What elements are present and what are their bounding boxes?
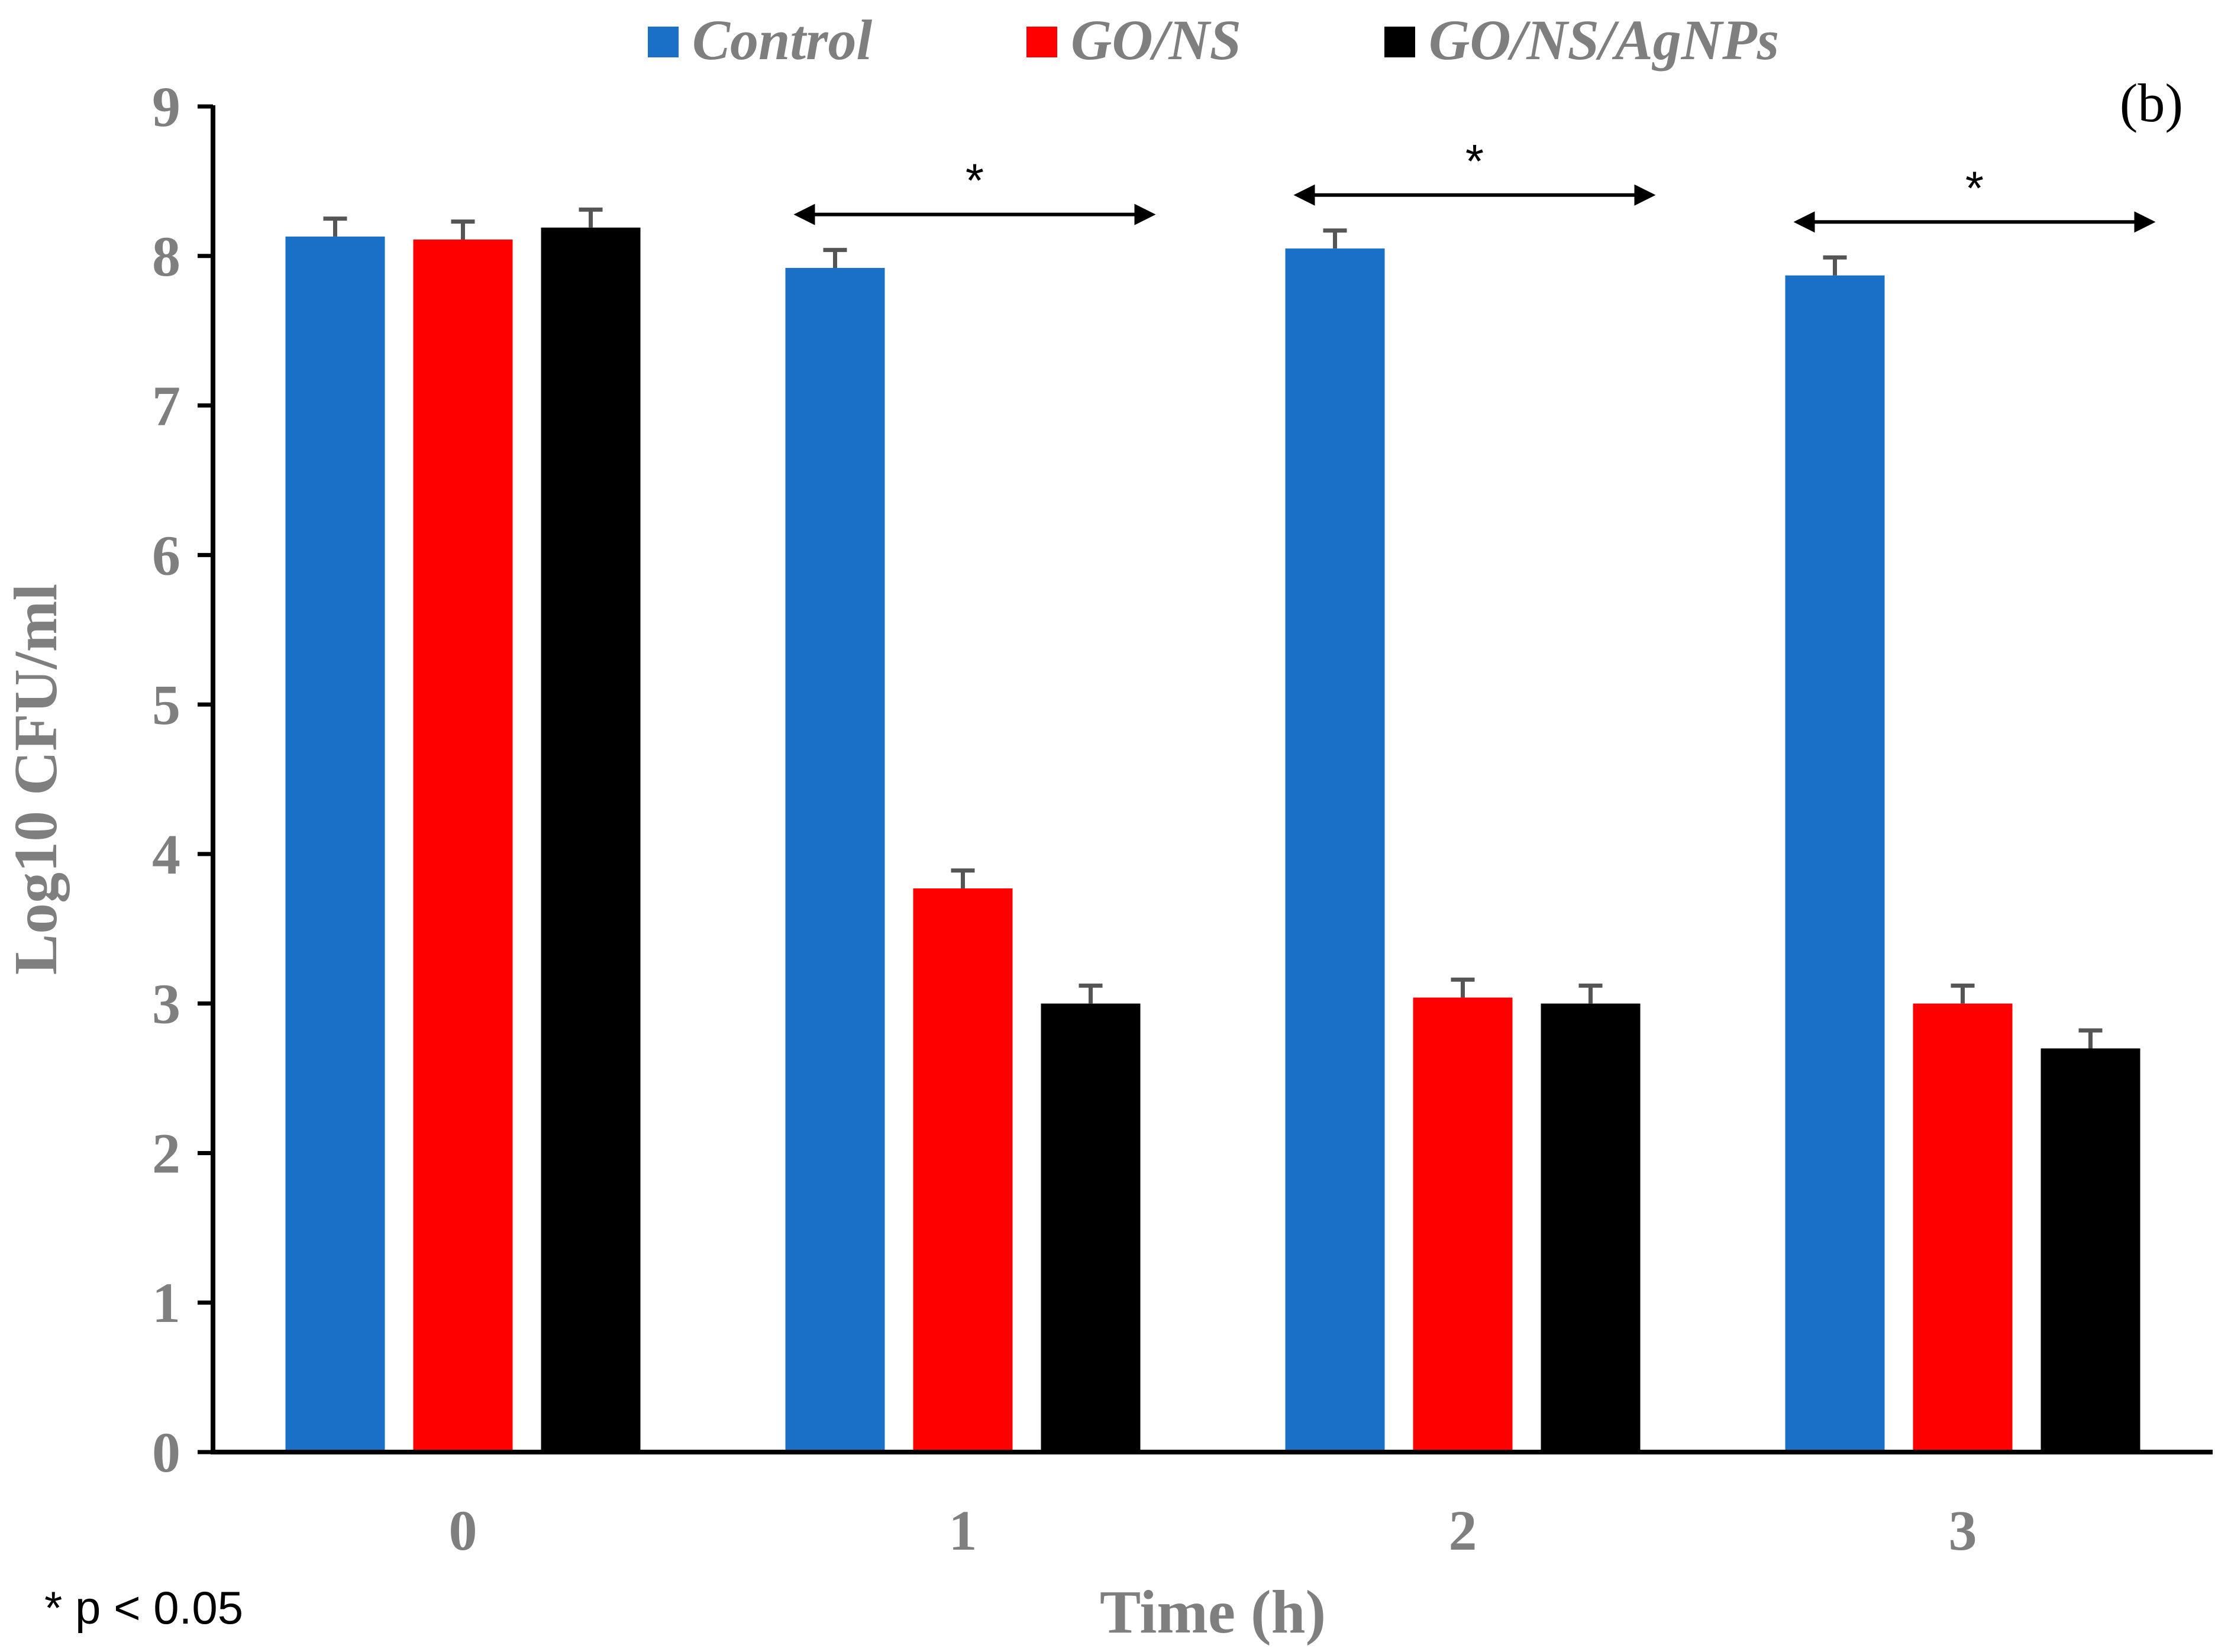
x-tick-label: 1	[949, 1499, 977, 1562]
bar	[285, 236, 385, 1452]
bar	[1285, 248, 1385, 1452]
y-tick-label: 4	[152, 823, 180, 886]
legend-label: GO/NS	[1071, 8, 1241, 72]
y-tick-label: 9	[152, 75, 180, 138]
significance-markers: * * *	[793, 135, 2156, 233]
bar	[1413, 997, 1513, 1452]
bar	[785, 268, 885, 1452]
y-tick-label: 1	[152, 1271, 180, 1334]
bar	[1785, 275, 1885, 1452]
panel-label: (b)	[2120, 73, 2183, 133]
y-tick-label: 5	[152, 673, 180, 736]
y-tick-label: 2	[152, 1121, 180, 1185]
bar	[1913, 1003, 2013, 1452]
bar	[1041, 1003, 1141, 1452]
legend-swatch	[648, 27, 679, 57]
y-tick-label: 3	[152, 972, 180, 1036]
legend-label: Control	[692, 8, 872, 72]
y-axis-title: Log10 CFU/ml	[2, 584, 70, 975]
bar	[413, 239, 513, 1453]
bar	[541, 227, 641, 1452]
legend-swatch	[1384, 27, 1415, 57]
y-axis-ticks: 0 1 2 3 4 5 6 7 8 9	[152, 75, 213, 1484]
footnote: * p < 0.05	[44, 1582, 243, 1634]
x-axis-tick-labels: 0 1 2 3	[449, 1499, 1977, 1562]
legend: Control GO/NS GO/NS/AgNPs	[648, 8, 1779, 72]
significance-star: *	[1965, 161, 1984, 214]
y-tick-label: 8	[152, 225, 180, 288]
error-bars	[323, 207, 2103, 1049]
bar	[2040, 1048, 2140, 1452]
bar	[1541, 1003, 1641, 1452]
legend-label: GO/NS/AgNPs	[1429, 8, 1779, 72]
x-axis-title: Time (h)	[1100, 1578, 1326, 1646]
bars	[285, 227, 2140, 1453]
y-tick-label: 6	[152, 523, 180, 587]
x-tick-label: 3	[1949, 1499, 1977, 1562]
significance-star: *	[1465, 135, 1484, 187]
y-tick-label: 0	[152, 1421, 180, 1484]
legend-swatch	[1026, 27, 1057, 57]
bar	[913, 888, 1013, 1452]
x-tick-label: 0	[449, 1499, 477, 1562]
significance-star: *	[966, 154, 984, 207]
y-tick-label: 7	[152, 374, 180, 438]
x-tick-label: 2	[1449, 1499, 1477, 1562]
